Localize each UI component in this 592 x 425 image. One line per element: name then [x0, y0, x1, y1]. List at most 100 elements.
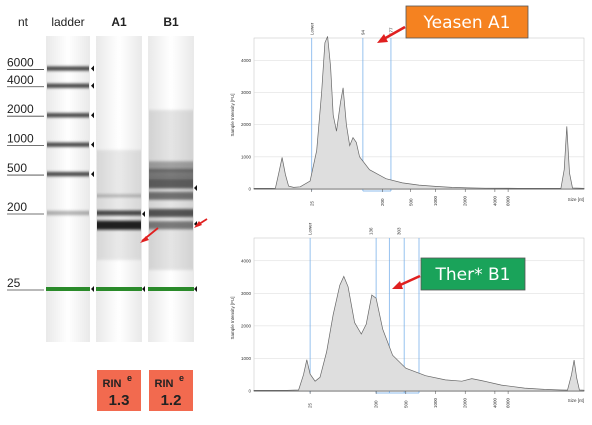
trace-a1: [253, 36, 585, 190]
rin-superscript-b1: e: [179, 373, 184, 383]
x-tick-label: 200: [380, 198, 385, 206]
ladder-band: [47, 83, 89, 88]
gel-image: nt ladder A1 B1 6000 4000 2000 1000 500 200 25…: [7, 15, 208, 411]
electropherogram-b1: Sample Intensity [FU] 01000200030004000 …: [230, 222, 585, 408]
ladder-band: [47, 171, 89, 177]
size-label: 6000: [7, 56, 34, 70]
size-label: 500: [7, 161, 27, 175]
a1-marker-band: [96, 287, 142, 291]
x-tick-label: 2000: [463, 397, 468, 408]
ladder-band: [47, 210, 89, 216]
rin-value-b1: 1.2: [161, 392, 182, 409]
peak-annotation: 136: [369, 227, 374, 235]
b1-marker-band: [148, 287, 194, 291]
x-tick-label: 1000: [433, 195, 438, 206]
y-tick-labels-b1: 0 1000 2000 3000 4000: [241, 258, 252, 393]
ladder-lane-marker: [91, 171, 94, 178]
peak-annotations-b1: Lower 136 303: [308, 222, 402, 235]
x-tick-label: 6000: [506, 397, 511, 408]
xlabel-b1: Size [nt]: [568, 398, 584, 403]
b1-smear: [149, 110, 193, 270]
ladder-marker-band: [46, 287, 90, 291]
size-label: 25: [7, 276, 21, 290]
y-tick-label: 2000: [241, 122, 252, 127]
a1-bands: [96, 150, 142, 291]
callout-arrowhead-b1: [392, 281, 403, 289]
ladder-lane-marker: [91, 112, 94, 119]
rin-superscript-a1: e: [127, 373, 132, 383]
callout-label-b1: Ther* B1: [435, 265, 511, 285]
x-tick-label: 25: [308, 402, 313, 408]
y-tick-label: 3000: [241, 291, 252, 296]
trace-b1: [253, 275, 585, 392]
size-label: 1000: [7, 132, 34, 146]
size-labels: 6000 4000 2000 1000 500 200 25: [7, 56, 44, 291]
x-tick-label: 1000: [433, 397, 438, 408]
a1-lane-marker: [142, 211, 145, 217]
x-tick-label: 25: [309, 200, 314, 206]
rin-box-b1: RIN e 1.2: [149, 370, 193, 411]
x-tick-label: 500: [403, 400, 408, 408]
y-tick-label: 0: [248, 187, 251, 192]
lane-header-a1: A1: [111, 15, 127, 29]
ladder-lane-marker: [91, 286, 94, 292]
x-tick-label: 6000: [506, 195, 511, 206]
peak-annotations-a1: Lower 94 177: [309, 22, 393, 35]
nt-header: nt: [18, 15, 29, 29]
y-tick-label: 3000: [241, 90, 252, 95]
lane-header-ladder: ladder: [51, 15, 84, 29]
b1-lane-marker: [194, 286, 197, 292]
y-tick-label: 2000: [241, 323, 252, 328]
ladder-band: [47, 113, 89, 118]
x-tick-label: 2000: [463, 195, 468, 206]
peak-annotation: 177: [388, 27, 393, 35]
size-label: 2000: [7, 102, 34, 116]
ladder-bands: [46, 66, 90, 291]
x-tick-label: 200: [374, 400, 379, 408]
electropherogram-a1: Sample Intensity [FU] 01000200030004000 …: [230, 22, 585, 206]
peak-annotation: 94: [360, 29, 365, 35]
ladder-lane-marker: [91, 82, 94, 89]
callout-ther-b1: Ther* B1: [392, 257, 526, 291]
y-tick-label: 1000: [241, 356, 252, 361]
peak-annotation: Lower: [308, 222, 313, 235]
y-tick-label: 0: [248, 389, 251, 394]
peak-annotation: Lower: [309, 22, 314, 35]
y-tick-label: 1000: [241, 154, 252, 159]
lane-markers: [91, 65, 197, 292]
ladder-band: [47, 142, 89, 147]
y-tick-labels-a1: 0 1000 2000 3000 4000: [241, 58, 252, 192]
b1-lane-marker: [194, 185, 197, 191]
rin-label-b1: RIN: [155, 378, 174, 390]
b1-red-arrowhead: [194, 221, 202, 228]
ylabel-b1: Sample Intensity [FU]: [230, 296, 235, 339]
y-tick-label: 4000: [241, 258, 252, 263]
callout-arrowhead-a1: [377, 34, 388, 43]
ladder-lane: [46, 36, 90, 342]
ladder-lane-marker: [91, 141, 94, 148]
ylabel-a1: Sample Intensity [FU]: [230, 93, 235, 136]
x-tick-label: 4000: [492, 195, 497, 206]
lane-header-b1: B1: [163, 15, 179, 29]
rin-label-a1: RIN: [103, 378, 122, 390]
b1-bands: [148, 110, 194, 291]
callout-arrow-b1: [397, 274, 421, 288]
x-tick-label: 500: [408, 198, 413, 206]
size-label: 4000: [7, 73, 34, 87]
grid-a1: [253, 37, 585, 190]
callout-yeasen-a1: Yeasen A1: [377, 5, 529, 43]
a1-lane-marker: [142, 286, 145, 292]
rin-box-a1: RIN e 1.3: [97, 370, 141, 411]
callout-label-a1: Yeasen A1: [423, 13, 511, 33]
ladder-lane-marker: [91, 65, 94, 72]
rin-value-a1: 1.3: [109, 392, 130, 409]
size-label: 200: [7, 200, 27, 214]
xlabel-a1: Size [nt]: [568, 197, 584, 202]
peak-annotation: 303: [397, 227, 402, 235]
a1-red-arrowhead: [140, 236, 149, 243]
x-tick-label: 4000: [492, 397, 497, 408]
x-tick-labels-a1: 25 200 500 1000 2000 4000 6000: [309, 189, 511, 206]
a1-smear: [97, 150, 141, 260]
y-tick-label: 4000: [241, 58, 252, 63]
